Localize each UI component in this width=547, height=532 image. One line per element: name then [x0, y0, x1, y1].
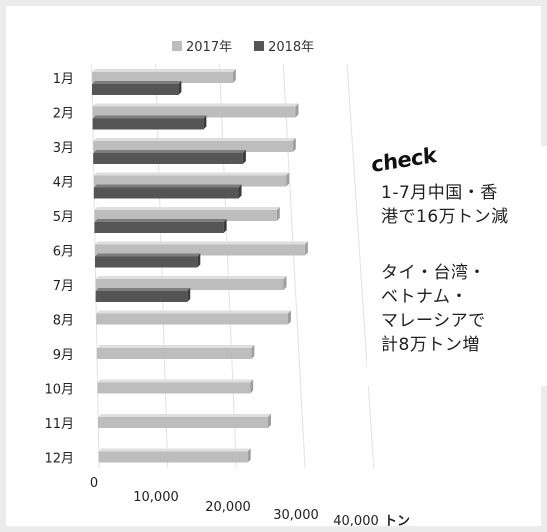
- y-category-label: 7月: [53, 279, 74, 294]
- bar-2017-side: [247, 448, 251, 463]
- legend-item-2018: 2018年: [254, 36, 314, 55]
- bar-2017: [92, 72, 233, 83]
- bar-2017: [96, 313, 288, 325]
- chart-panel: 0 10,000 20,000 30,000 40,000 トン 1月 2月 3月 4月 5月 6月 7…: [6, 6, 547, 526]
- bar-2017: [93, 141, 293, 152]
- legend-item-2017: 2017年: [172, 36, 232, 55]
- bar-2018: [92, 84, 179, 95]
- bar-2018-top: [94, 219, 227, 222]
- y-category-label: 3月: [53, 141, 74, 156]
- bar-2017: [94, 210, 277, 221]
- y-category-label: 8月: [53, 314, 74, 329]
- bar-2017-top: [94, 207, 280, 210]
- bar-2017-top: [98, 414, 271, 417]
- bar-2018-top: [95, 288, 191, 291]
- y-category-label: 1月: [53, 72, 74, 87]
- bar-2017: [98, 451, 248, 463]
- bar-2017-top: [92, 103, 299, 107]
- bar-2017-side: [283, 276, 287, 290]
- y-category-label: 6月: [53, 245, 74, 260]
- callout-line-5: ベトナム・: [381, 287, 468, 307]
- bar-2018: [93, 187, 239, 199]
- bar-2017-side: [232, 69, 236, 83]
- bar-2018: [93, 153, 243, 164]
- x-tick-label: 30,000: [273, 508, 319, 523]
- bar-2017-top: [97, 379, 254, 383]
- bar-2018-top: [93, 150, 246, 153]
- bar-2017-side: [268, 414, 271, 428]
- y-category-label: 4月: [53, 176, 74, 191]
- bar-2018-side: [187, 288, 191, 302]
- bar-2018-top: [92, 115, 207, 119]
- bar-2017-side: [292, 138, 296, 152]
- bar-2017-top: [96, 345, 255, 348]
- gridline: [346, 63, 375, 469]
- y-category-label: 12月: [44, 452, 74, 467]
- bar-2017: [98, 417, 268, 428]
- bar-2018: [95, 256, 198, 268]
- bar-2017-top: [95, 241, 308, 245]
- x-tick-label: 20,000: [205, 500, 251, 515]
- check-badge: check: [370, 142, 437, 178]
- legend-label-2017: 2017年: [186, 40, 233, 55]
- bar-2017: [95, 244, 305, 256]
- bar-2017-side: [276, 207, 280, 221]
- legend-swatch-2018: [254, 40, 265, 51]
- gridline: [282, 63, 306, 469]
- y-category-label: 11月: [44, 417, 74, 432]
- bar-2018-side: [197, 253, 201, 268]
- y-category-label: 9月: [53, 348, 74, 363]
- bar-2018-top: [92, 81, 182, 84]
- callout-line-6: マレーシアで: [381, 311, 486, 331]
- bar-chart: 0 10,000 20,000 30,000 40,000 トン 1月 2月 3月 4月 5月 6月 7…: [44, 63, 410, 526]
- bar-2017-side: [295, 103, 299, 118]
- x-tick-label: 40,000: [333, 514, 379, 526]
- bar-2017-side: [287, 310, 291, 325]
- legend-swatch-2017: [172, 40, 182, 51]
- callout-line-7: 計8万トン増: [381, 335, 480, 355]
- bar-2017-top: [96, 310, 291, 314]
- y-category-label: 10月: [44, 383, 74, 398]
- bar-2017: [97, 382, 251, 394]
- callout-line-4: タイ・台湾・: [381, 263, 486, 283]
- bar-2018-side: [203, 115, 207, 130]
- bar-2017-top: [98, 448, 251, 452]
- bar-2017-top: [92, 69, 236, 72]
- callout-box: check 1-7月中国・香 港で16万トン減 タイ・台湾・ ベトナム・ マレー…: [367, 142, 547, 386]
- bar-2017-side: [286, 172, 290, 187]
- bar-2017-side: [304, 241, 308, 256]
- bar-2018: [94, 222, 224, 233]
- x-unit-label: トン: [384, 514, 410, 526]
- callout-line-1: 1-7月中国・香: [381, 183, 498, 203]
- chart-legend: 2017年 2018年: [172, 36, 314, 55]
- y-category-label: 5月: [53, 210, 74, 225]
- x-tick-label: 10,000: [133, 490, 179, 505]
- bar-2018-top: [95, 253, 201, 257]
- bar-2018: [95, 291, 188, 302]
- bar-2017-top: [95, 276, 287, 279]
- callout-line-2: 港で16万トン減: [381, 207, 509, 227]
- legend-label-2018: 2018年: [268, 40, 315, 55]
- bar-2017-top: [93, 172, 290, 176]
- bar-2018-side: [178, 81, 182, 95]
- bar-2017-side: [251, 345, 255, 359]
- bar-2018-side: [242, 150, 246, 164]
- bar-2017: [93, 175, 287, 187]
- bar-2018: [92, 118, 204, 130]
- gridline: [218, 63, 237, 469]
- bar-2018-side: [238, 184, 242, 199]
- bar-2017: [92, 106, 296, 118]
- bar-2017: [96, 348, 252, 359]
- bar-2018-top: [93, 184, 242, 188]
- bar-2017-top: [93, 138, 296, 141]
- y-category-label: 2月: [53, 107, 74, 122]
- bar-2017-side: [250, 379, 254, 394]
- x-tick-label: 0: [90, 476, 98, 491]
- bar-2018-side: [223, 219, 227, 233]
- bar-2017: [95, 279, 284, 290]
